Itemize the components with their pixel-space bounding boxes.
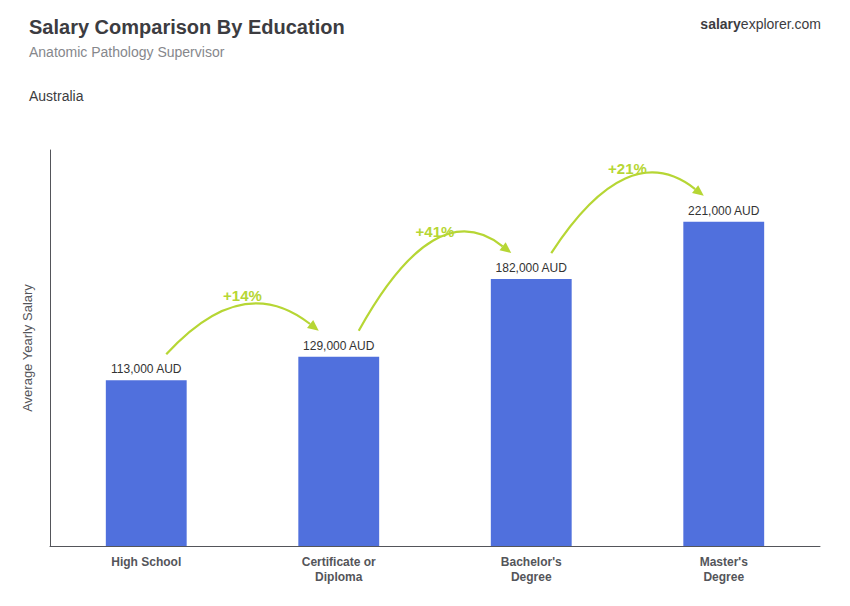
svg-text:salary: salary xyxy=(700,16,741,32)
svg-text:Anatomic Pathology Supervisor: Anatomic Pathology Supervisor xyxy=(29,44,225,60)
svg-text:+21%: +21% xyxy=(608,160,647,177)
svg-text:+14%: +14% xyxy=(223,287,262,304)
svg-text:Master's: Master's xyxy=(700,555,749,569)
svg-text:182,000 AUD: 182,000 AUD xyxy=(496,261,568,275)
svg-text:explorer.com: explorer.com xyxy=(741,16,821,32)
svg-text:Salary Comparison By Education: Salary Comparison By Education xyxy=(29,16,345,38)
svg-text:129,000 AUD: 129,000 AUD xyxy=(303,339,375,353)
svg-text:Degree: Degree xyxy=(703,570,744,584)
svg-text:Average Yearly Salary: Average Yearly Salary xyxy=(20,284,35,412)
svg-text:+41%: +41% xyxy=(416,223,455,240)
svg-text:Bachelor's: Bachelor's xyxy=(501,555,562,569)
svg-text:Australia: Australia xyxy=(29,88,84,104)
svg-text:221,000 AUD: 221,000 AUD xyxy=(688,204,760,218)
svg-text:Degree: Degree xyxy=(511,570,552,584)
svg-text:High School: High School xyxy=(111,555,181,569)
svg-text:Diploma: Diploma xyxy=(315,570,363,584)
svg-text:Certificate or: Certificate or xyxy=(302,555,376,569)
svg-text:113,000 AUD: 113,000 AUD xyxy=(111,362,182,376)
